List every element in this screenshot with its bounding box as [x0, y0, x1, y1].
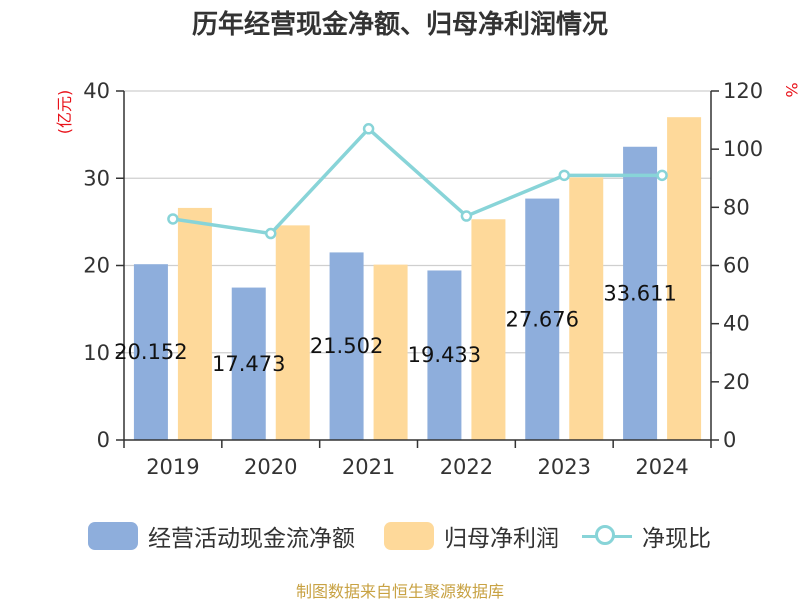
bar-netprofit — [275, 225, 310, 440]
bar-netprofit — [569, 177, 604, 440]
legend-item-ratio[interactable]: 净现比 — [582, 514, 711, 558]
chart: 0 10 20 30 40 0 20 40 60 80 100 120 2019 2020 2021 2022… — [55, 79, 800, 479]
bar-cashflow — [427, 270, 462, 440]
legend-label-netprofit: 归母净利润 — [444, 526, 559, 552]
y-left-tick-label: 10 — [83, 341, 110, 365]
x-tick-label: 2021 — [342, 455, 395, 479]
x-tick-label: 2019 — [146, 455, 199, 479]
y-right-axis-label: % — [782, 82, 800, 97]
x-tick-label: 2022 — [440, 455, 493, 479]
legend-line-ratio — [582, 522, 632, 550]
x-tick-label: 2024 — [635, 455, 688, 479]
legend: 经营活动现金流净额 归母净利润 净现比 — [0, 514, 800, 558]
legend-item-netprofit[interactable]: 归母净利润 — [384, 514, 559, 558]
point-ratio — [460, 210, 473, 222]
legend-label-ratio: 净现比 — [642, 526, 711, 552]
data-label-cashflow: 21.502 — [310, 334, 383, 358]
x-tick-label: 2023 — [538, 455, 591, 479]
data-label-cashflow: 33.611 — [603, 281, 676, 305]
bar-cashflow — [525, 198, 560, 440]
bar-cashflow — [231, 287, 266, 440]
y-right-tick-label: 60 — [723, 254, 750, 278]
y-left-tick-label: 0 — [97, 428, 110, 452]
legend-item-cashflow[interactable]: 经营活动现金流净额 — [88, 514, 355, 558]
y-right-tick-label: 40 — [723, 312, 750, 336]
y-left-tick-label: 20 — [83, 254, 110, 278]
point-ratio — [362, 123, 375, 135]
y-right-tick-label: 80 — [723, 195, 750, 219]
y-right-tick-label: 0 — [723, 428, 736, 452]
y-left-tick-label: 40 — [83, 79, 110, 103]
bar-netprofit — [471, 219, 506, 440]
data-label-cashflow: 20.152 — [114, 340, 187, 364]
bar-netprofit — [177, 207, 212, 440]
bar-netprofit — [667, 117, 702, 441]
y-left-tick-label: 30 — [83, 166, 110, 190]
point-ratio — [558, 169, 570, 182]
bar-cashflow — [133, 264, 168, 440]
bar-cashflow — [329, 252, 364, 440]
x-tick-label: 2020 — [244, 455, 297, 479]
point-ratio — [167, 213, 179, 225]
source-note: 制图数据来自恒生聚源数据库 — [295, 582, 504, 601]
legend-swatch-cashflow — [88, 522, 138, 550]
bar-netprofit — [373, 264, 408, 440]
line-ratio — [172, 127, 663, 236]
point-ratio — [656, 169, 668, 182]
data-label-cashflow: 19.433 — [408, 343, 481, 367]
y-right-tick-label: 100 — [723, 137, 763, 161]
point-ratio — [265, 227, 277, 240]
chart-title: 历年经营现金净额、归母净利润情况 — [191, 10, 608, 40]
legend-label-cashflow: 经营活动现金流净额 — [148, 526, 355, 552]
data-label-cashflow: 27.676 — [506, 307, 579, 331]
bar-cashflow — [623, 146, 658, 440]
legend-swatch-netprofit — [384, 522, 434, 550]
y-right-tick-label: 120 — [723, 79, 763, 103]
y-left-axis-label: (亿元) — [55, 90, 74, 135]
y-right-tick-label: 20 — [723, 370, 750, 394]
data-label-cashflow: 17.473 — [212, 352, 285, 376]
